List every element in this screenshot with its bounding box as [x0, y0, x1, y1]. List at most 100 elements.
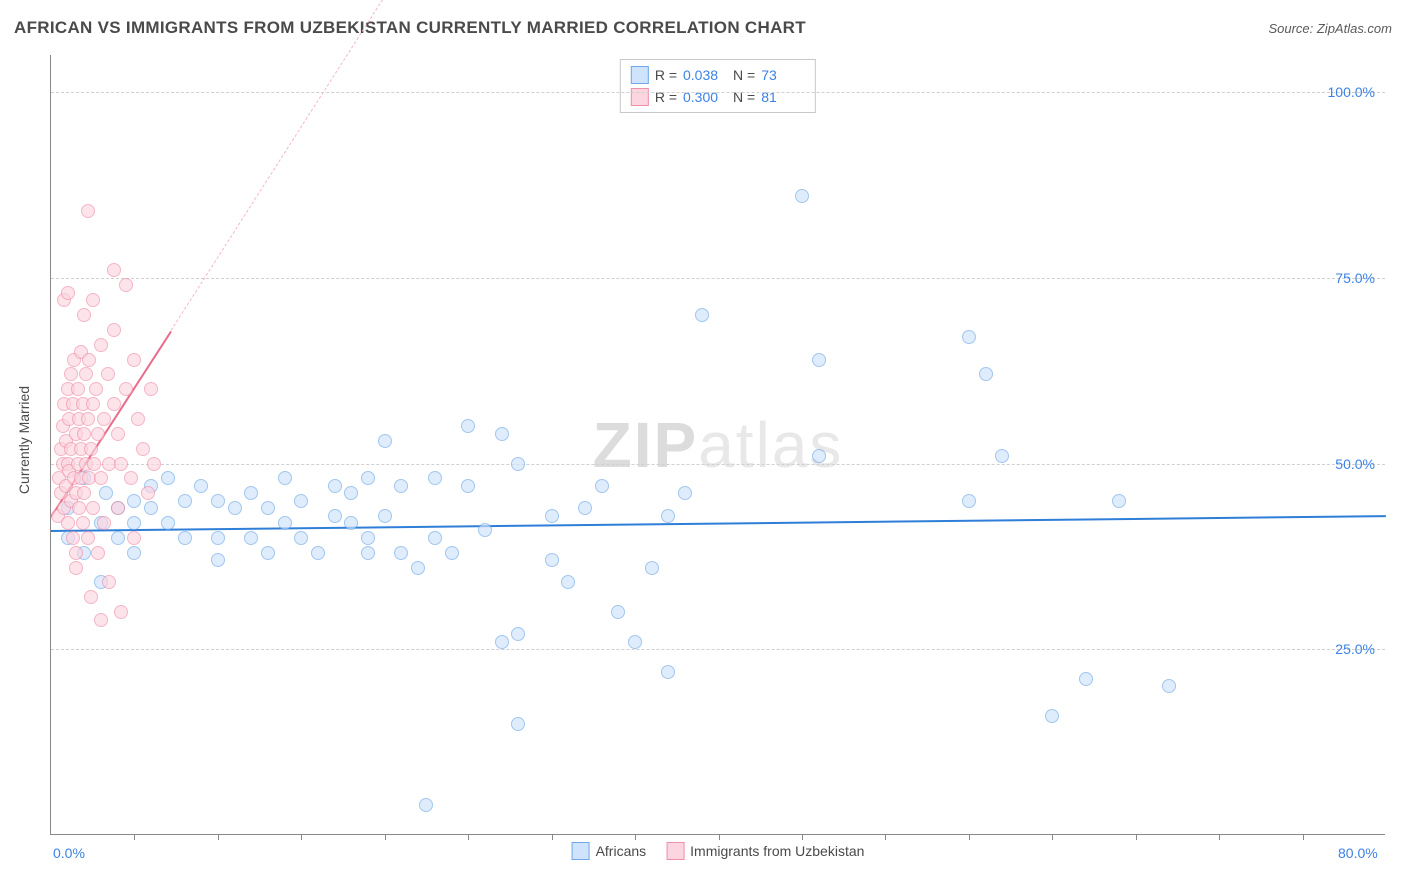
data-point: [69, 546, 83, 560]
legend-item-uzbekistan: Immigrants from Uzbekistan: [666, 842, 864, 860]
data-point: [102, 575, 116, 589]
swatch-uzbekistan-icon: [666, 842, 684, 860]
chart-title: AFRICAN VS IMMIGRANTS FROM UZBEKISTAN CU…: [14, 18, 806, 38]
data-point: [178, 494, 192, 508]
data-point: [111, 427, 125, 441]
trendline: [171, 0, 419, 331]
data-point: [141, 486, 155, 500]
data-point: [61, 286, 75, 300]
data-point: [378, 509, 392, 523]
data-point: [411, 561, 425, 575]
data-point: [127, 353, 141, 367]
data-point: [545, 553, 559, 567]
x-tick-mark: [635, 834, 636, 840]
swatch-africans-icon: [572, 842, 590, 860]
x-tick-mark: [301, 834, 302, 840]
data-point: [77, 486, 91, 500]
data-point: [84, 590, 98, 604]
data-point: [66, 531, 80, 545]
data-point: [261, 501, 275, 515]
y-tick-label: 50.0%: [1335, 456, 1375, 472]
data-point: [311, 546, 325, 560]
data-point: [661, 509, 675, 523]
data-point: [119, 278, 133, 292]
data-point: [82, 353, 96, 367]
data-point: [161, 471, 175, 485]
x-tick-mark: [468, 834, 469, 840]
data-point: [328, 509, 342, 523]
data-point: [561, 575, 575, 589]
data-point: [127, 494, 141, 508]
data-point: [695, 308, 709, 322]
data-point: [294, 494, 308, 508]
data-point: [114, 605, 128, 619]
data-point: [495, 635, 509, 649]
data-point: [445, 546, 459, 560]
swatch-uzbekistan-icon: [631, 88, 649, 106]
source-text: Source: ZipAtlas.com: [1268, 21, 1392, 36]
gridline: [51, 464, 1385, 465]
data-point: [1079, 672, 1093, 686]
data-point: [64, 367, 78, 381]
y-axis-label: Currently Married: [16, 386, 32, 494]
data-point: [111, 501, 125, 515]
data-point: [344, 486, 358, 500]
chart-header: AFRICAN VS IMMIGRANTS FROM UZBEKISTAN CU…: [14, 18, 1392, 38]
data-point: [812, 353, 826, 367]
data-point: [101, 367, 115, 381]
data-point: [428, 471, 442, 485]
data-point: [86, 501, 100, 515]
data-point: [119, 382, 133, 396]
data-point: [81, 531, 95, 545]
data-point: [795, 189, 809, 203]
data-point: [194, 479, 208, 493]
data-point: [394, 546, 408, 560]
data-point: [147, 457, 161, 471]
data-point: [71, 382, 85, 396]
x-tick-mark: [885, 834, 886, 840]
data-point: [244, 531, 258, 545]
data-point: [94, 613, 108, 627]
data-point: [107, 397, 121, 411]
data-point: [244, 486, 258, 500]
x-tick-mark: [1052, 834, 1053, 840]
data-point: [361, 531, 375, 545]
data-point: [595, 479, 609, 493]
data-point: [511, 627, 525, 641]
data-point: [81, 412, 95, 426]
data-point: [127, 546, 141, 560]
data-point: [81, 204, 95, 218]
swatch-africans-icon: [631, 66, 649, 84]
data-point: [378, 434, 392, 448]
x-tick-mark: [1219, 834, 1220, 840]
data-point: [294, 531, 308, 545]
y-tick-label: 75.0%: [1335, 270, 1375, 286]
data-point: [144, 382, 158, 396]
gridline: [51, 649, 1385, 650]
data-point: [86, 293, 100, 307]
data-point: [77, 427, 91, 441]
x-tick-mark: [719, 834, 720, 840]
data-point: [545, 509, 559, 523]
data-point: [99, 486, 113, 500]
data-point: [77, 308, 91, 322]
data-point: [278, 471, 292, 485]
data-point: [127, 516, 141, 530]
data-point: [628, 635, 642, 649]
data-point: [645, 561, 659, 575]
data-point: [419, 798, 433, 812]
data-point: [97, 516, 111, 530]
data-point: [661, 665, 675, 679]
x-tick-mark: [969, 834, 970, 840]
n-value-africans: 73: [761, 67, 805, 83]
data-point: [328, 479, 342, 493]
data-point: [511, 457, 525, 471]
x-tick-mark: [1136, 834, 1137, 840]
x-tick-mark: [218, 834, 219, 840]
data-point: [361, 471, 375, 485]
data-point: [478, 523, 492, 537]
gridline: [51, 278, 1385, 279]
data-point: [211, 553, 225, 567]
data-point: [1112, 494, 1126, 508]
data-point: [114, 457, 128, 471]
